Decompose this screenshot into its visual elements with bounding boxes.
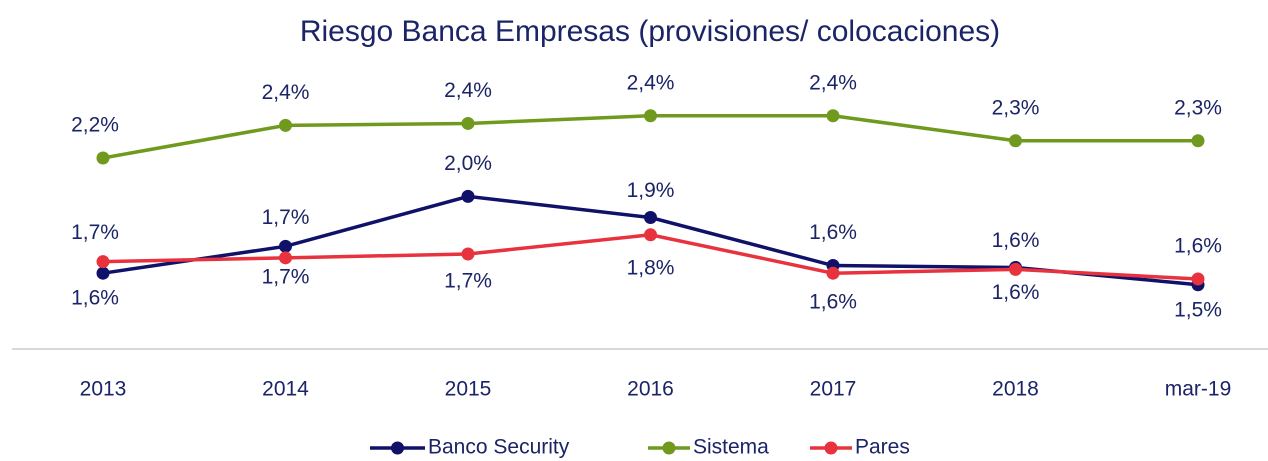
data-point	[96, 151, 110, 165]
data-point	[1191, 134, 1205, 148]
data-point	[279, 118, 292, 132]
x-tick-label: 2014	[262, 378, 309, 401]
legend-label: Pares	[855, 436, 910, 459]
data-label: 1,8%	[627, 256, 675, 279]
x-tick-label: 2013	[80, 378, 127, 401]
data-label: 1,6%	[809, 221, 857, 244]
x-tick-label: 2015	[445, 378, 492, 401]
data-point	[96, 266, 110, 280]
data-point	[96, 255, 110, 269]
data-label: 1,7%	[262, 265, 310, 288]
data-point	[279, 239, 292, 253]
x-tick-label: 2016	[627, 378, 674, 401]
x-tick-label: 2018	[992, 378, 1039, 401]
data-label: 2,2%	[71, 114, 119, 137]
legend-marker	[391, 441, 404, 455]
x-tick-label: mar-19	[1165, 378, 1232, 401]
data-label: 1,6%	[71, 287, 119, 310]
data-label: 1,7%	[262, 206, 310, 229]
legend-label: Sistema	[693, 436, 769, 459]
data-label: 2,0%	[444, 152, 492, 175]
data-point	[1009, 262, 1022, 276]
data-label: 1,5%	[1174, 298, 1222, 321]
chart-title: Riesgo Banca Empresas (provisiones/ colo…	[300, 15, 1000, 48]
data-point	[826, 109, 840, 123]
data-label: 1,6%	[1174, 235, 1222, 258]
data-label: 2,4%	[444, 79, 492, 102]
data-point	[826, 266, 840, 280]
data-label: 2,4%	[809, 71, 857, 94]
data-point	[461, 189, 475, 203]
legend-label: Banco Security	[428, 436, 570, 459]
data-label: 1,9%	[627, 179, 675, 202]
legend-marker	[824, 441, 838, 455]
data-point	[461, 247, 475, 261]
data-label: 1,7%	[444, 270, 492, 293]
data-point	[644, 228, 657, 242]
data-point	[279, 251, 292, 265]
data-label: 2,3%	[1174, 96, 1222, 119]
legend-marker	[662, 441, 676, 455]
data-label: 2,4%	[627, 71, 675, 94]
data-point	[644, 211, 657, 225]
data-point	[644, 109, 657, 123]
data-label: 2,4%	[262, 81, 310, 104]
data-point	[461, 116, 475, 130]
x-tick-label: 2017	[810, 378, 857, 401]
data-label: 1,6%	[809, 291, 857, 314]
data-point	[1191, 272, 1205, 286]
data-label: 1,7%	[71, 221, 119, 244]
data-point	[1009, 134, 1022, 148]
data-label: 1,6%	[992, 229, 1040, 252]
data-label: 1,6%	[992, 281, 1040, 304]
data-label: 2,3%	[992, 96, 1040, 119]
